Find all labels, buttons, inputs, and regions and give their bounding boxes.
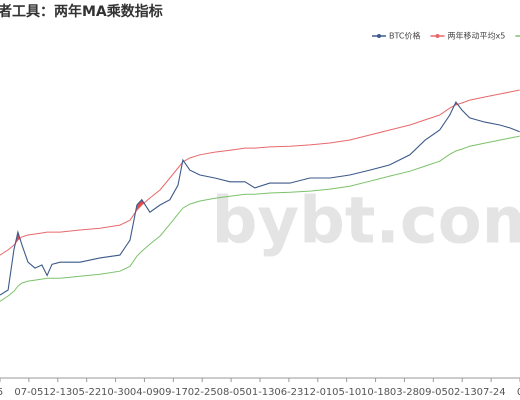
x-tick-label: 09-05	[419, 387, 448, 398]
x-tick-label: 05-10	[332, 387, 361, 398]
x-tick-label: 0	[517, 387, 520, 398]
x-tick-label: 5	[0, 387, 3, 398]
legend-dot	[435, 34, 440, 38]
x-tick-label: 04-09	[130, 387, 159, 398]
chart-title: 者工具：两年MA乘数指标	[0, 3, 163, 20]
legend-label: BTC价格	[389, 31, 421, 41]
x-tick-label: 12-13	[43, 387, 72, 398]
x-tick-label: 08-05	[217, 387, 246, 398]
legend-dot	[377, 34, 381, 38]
x-tick-label: 12-01	[303, 387, 332, 398]
x-tick-label: 05-22	[72, 387, 101, 398]
series-line	[0, 89, 520, 256]
x-tick-label: 01-13	[245, 387, 274, 398]
x-tick-label: 10-30	[101, 387, 130, 398]
x-tick-label: 07-05	[14, 387, 43, 398]
watermark: bybt.com	[212, 185, 520, 259]
x-tick-label: 09-17	[159, 387, 188, 398]
legend-label: 两年移动平均x5	[448, 31, 506, 41]
series-line	[0, 135, 520, 302]
x-tick-label: 02-25	[188, 387, 217, 398]
series-line	[0, 100, 520, 296]
x-tick-label: 06-23	[274, 387, 303, 398]
x-tick-label: 07-24	[477, 387, 506, 398]
x-tick-label: 10-18	[361, 387, 390, 398]
x-tick-label: 02-13	[448, 387, 477, 398]
x-tick-label: 03-28	[390, 387, 419, 398]
